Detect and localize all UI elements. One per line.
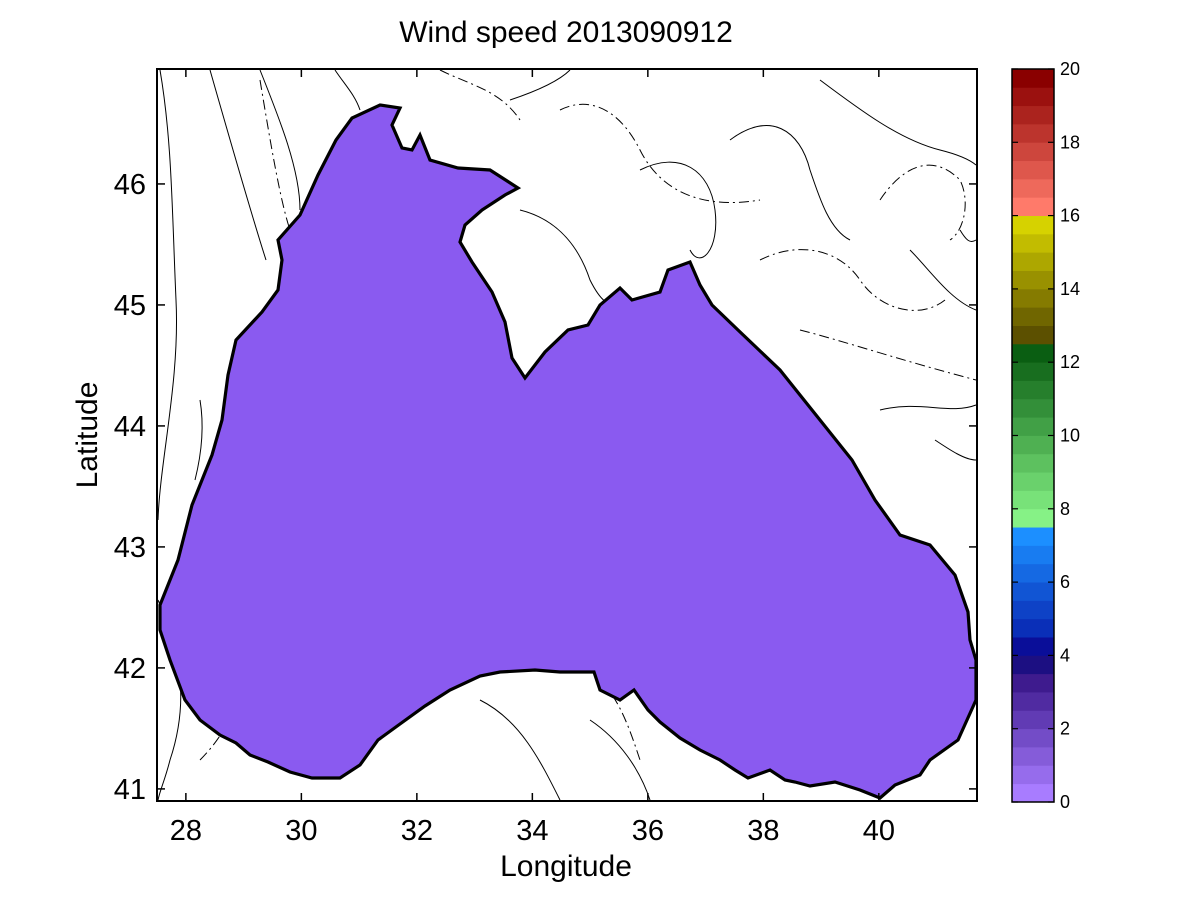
x-axis: 28 30 32 34 36 38 40 [170, 69, 895, 847]
colorbar-band [1012, 160, 1054, 180]
x-tick-label: 30 [285, 815, 317, 847]
colorbar-band [1012, 197, 1054, 216]
x-tick-label: 36 [632, 815, 664, 847]
colorbar-band [1012, 692, 1054, 711]
colorbar-band [1012, 637, 1054, 656]
colorbar-band [1012, 288, 1054, 308]
y-tick-label: 45 [114, 290, 146, 322]
colorbar-band [1012, 307, 1054, 326]
x-tick-label: 40 [863, 815, 895, 847]
colorbar-band [1012, 783, 1054, 803]
colorbar-band [1012, 710, 1054, 730]
colorbar-band [1012, 582, 1054, 601]
colorbar-band [1012, 123, 1054, 143]
colorbar-band [1012, 453, 1054, 473]
colorbar-band [1012, 472, 1054, 491]
colorbar-band [1012, 417, 1054, 436]
colorbar-tick-label: 4 [1060, 645, 1070, 665]
colorbar-band [1012, 545, 1054, 565]
y-axis: 41 42 43 44 45 46 [114, 169, 977, 806]
colorbar-tick-label: 8 [1060, 499, 1070, 519]
colorbar-tick-label: 18 [1060, 132, 1080, 152]
colorbar-ticks: 0 2 4 6 8 10 12 14 16 18 20 [1012, 59, 1080, 812]
x-tick-label: 38 [747, 815, 779, 847]
colorbar-band [1012, 563, 1054, 583]
colorbar-band [1012, 142, 1054, 162]
y-tick-label: 42 [114, 653, 146, 685]
colorbar-tick-label: 16 [1060, 206, 1080, 226]
colorbar-band [1012, 325, 1054, 345]
colorbar-band [1012, 655, 1054, 675]
y-axis-label: Latitude [71, 382, 104, 489]
colorbar-band [1012, 765, 1054, 785]
colorbar-tick-label: 12 [1060, 352, 1080, 372]
colorbar-tick-label: 2 [1060, 719, 1070, 739]
colorbar-band [1012, 527, 1054, 546]
colorbar-band [1012, 252, 1054, 271]
y-tick-label: 44 [114, 411, 146, 443]
colorbar-band [1012, 398, 1054, 418]
colorbar-band [1012, 508, 1054, 528]
colorbar-band [1012, 618, 1054, 638]
colorbar-band [1012, 233, 1054, 253]
x-tick-label: 34 [516, 815, 548, 847]
colorbar-band [1012, 362, 1054, 381]
colorbar-tick-label: 20 [1060, 59, 1080, 79]
colorbar-band [1012, 600, 1054, 620]
colorbar-band [1012, 380, 1054, 400]
colorbar-band [1012, 343, 1054, 363]
colorbar-band [1012, 435, 1054, 455]
y-tick-label: 46 [114, 169, 146, 201]
colorbar: 0 2 4 6 8 10 12 14 16 18 20 [1011, 59, 1080, 812]
colorbar-band [1012, 105, 1054, 125]
colorbar-bands [1012, 69, 1054, 803]
colorbar-tick-label: 14 [1060, 279, 1080, 299]
plot-area [157, 69, 977, 801]
chart-title: Wind speed 2013090912 [399, 16, 733, 49]
colorbar-band [1012, 87, 1054, 107]
colorbar-tick-label: 10 [1060, 426, 1080, 446]
colorbar-band [1012, 747, 1054, 766]
colorbar-tick-label: 0 [1060, 792, 1070, 812]
colorbar-band [1012, 673, 1054, 693]
x-tick-label: 28 [170, 815, 202, 847]
colorbar-band [1012, 728, 1054, 748]
colorbar-tick-label: 6 [1060, 572, 1070, 592]
colorbar-band [1012, 215, 1054, 235]
y-tick-label: 43 [114, 532, 146, 564]
colorbar-band [1012, 490, 1054, 510]
colorbar-band [1012, 69, 1054, 88]
colorbar-band [1012, 178, 1054, 198]
x-tick-label: 32 [401, 815, 433, 847]
y-tick-label: 41 [114, 774, 146, 806]
colorbar-band [1012, 270, 1054, 290]
x-axis-label: Longitude [500, 850, 632, 883]
plot-frame [156, 68, 978, 802]
